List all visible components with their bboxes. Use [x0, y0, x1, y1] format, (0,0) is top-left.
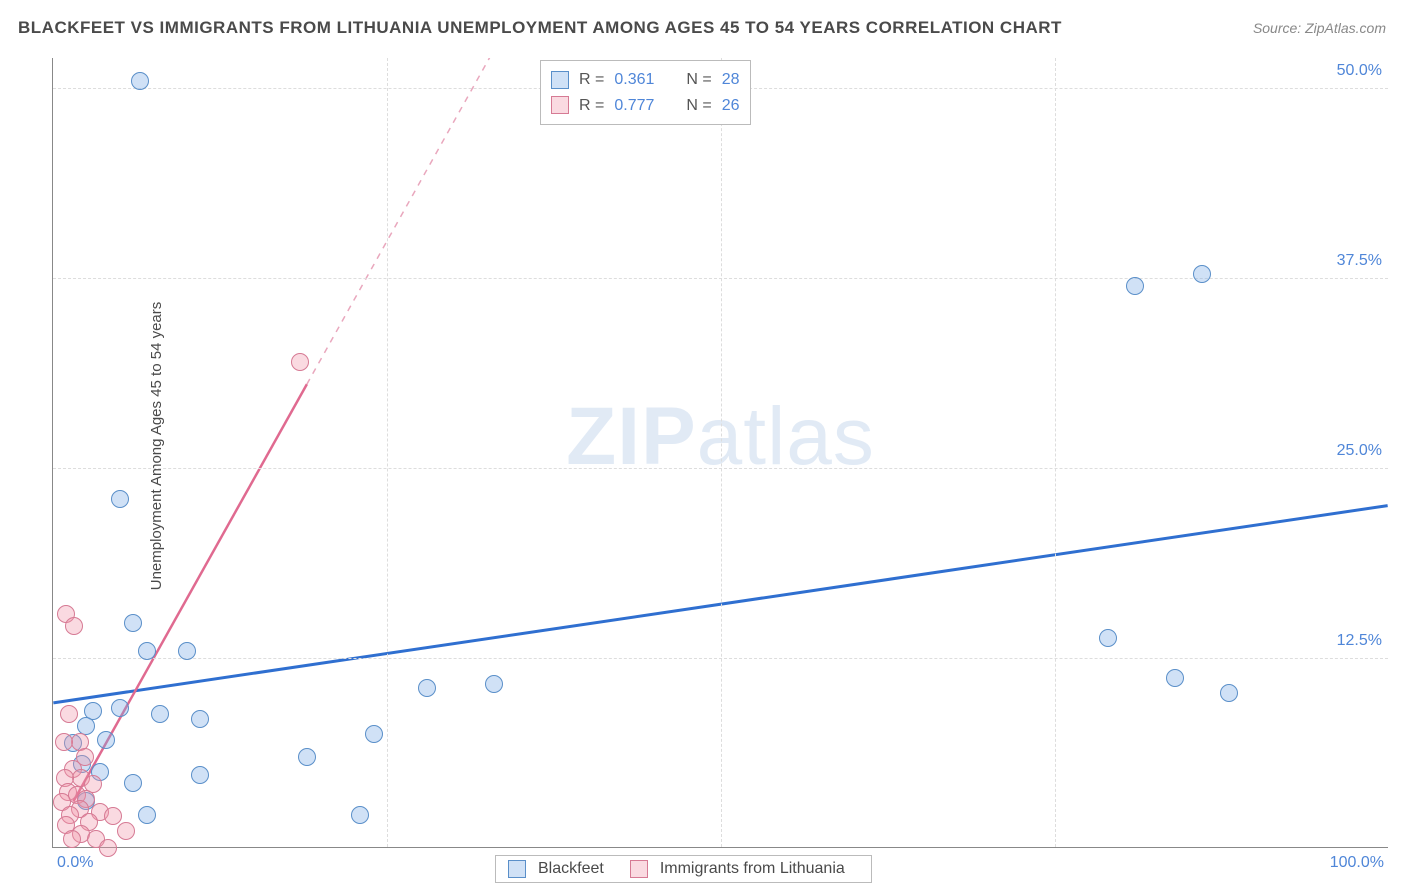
data-point — [55, 733, 73, 751]
data-point — [1166, 669, 1184, 687]
data-point — [99, 839, 117, 857]
data-point — [111, 699, 129, 717]
legend-n-label: N = — [686, 67, 711, 93]
data-point — [60, 705, 78, 723]
gridline-v — [387, 58, 388, 847]
data-point — [298, 748, 316, 766]
series-legend: Blackfeet Immigrants from Lithuania — [495, 855, 872, 883]
correlation-legend-row: R = 0.361 N = 28 — [551, 67, 740, 93]
correlation-legend: R = 0.361 N = 28 R = 0.777 N = 26 — [540, 60, 751, 125]
data-point — [1220, 684, 1238, 702]
data-point — [63, 830, 81, 848]
gridline-v — [721, 58, 722, 847]
data-point — [291, 353, 309, 371]
data-point — [191, 710, 209, 728]
series-label: Blackfeet — [538, 860, 604, 878]
legend-n-value: 26 — [722, 93, 740, 119]
correlation-legend-row: R = 0.777 N = 26 — [551, 93, 740, 119]
data-point — [151, 705, 169, 723]
x-tick-label: 0.0% — [57, 854, 93, 872]
data-point — [191, 766, 209, 784]
legend-swatch — [551, 96, 569, 114]
data-point — [351, 806, 369, 824]
legend-r-value: 0.777 — [614, 93, 654, 119]
data-point — [104, 807, 122, 825]
data-point — [1099, 629, 1117, 647]
legend-swatch — [551, 71, 569, 89]
data-point — [138, 642, 156, 660]
data-point — [1126, 277, 1144, 295]
y-tick-label: 25.0% — [1337, 442, 1382, 460]
data-point — [65, 617, 83, 635]
data-point — [124, 774, 142, 792]
data-point — [365, 725, 383, 743]
data-point — [111, 490, 129, 508]
gridline-v — [1055, 58, 1056, 847]
data-point — [117, 822, 135, 840]
legend-r-label: R = — [579, 67, 604, 93]
legend-r-label: R = — [579, 93, 604, 119]
y-tick-label: 37.5% — [1337, 252, 1382, 270]
series-swatch — [630, 860, 648, 878]
source-attribution: Source: ZipAtlas.com — [1253, 20, 1386, 36]
data-point — [131, 72, 149, 90]
series-swatch — [508, 860, 526, 878]
x-tick-label: 100.0% — [1330, 854, 1384, 872]
data-point — [485, 675, 503, 693]
series-label: Immigrants from Lithuania — [660, 860, 845, 878]
data-point — [418, 679, 436, 697]
y-tick-label: 50.0% — [1337, 62, 1382, 80]
data-point — [138, 806, 156, 824]
legend-n-label: N = — [686, 93, 711, 119]
data-point — [1193, 265, 1211, 283]
legend-r-value: 0.361 — [614, 67, 654, 93]
y-tick-label: 12.5% — [1337, 632, 1382, 650]
data-point — [97, 731, 115, 749]
plot-area: ZIPatlas 12.5%25.0%37.5%50.0%0.0%100.0% — [52, 58, 1388, 848]
data-point — [178, 642, 196, 660]
legend-n-value: 28 — [722, 67, 740, 93]
data-point — [124, 614, 142, 632]
chart-title: BLACKFEET VS IMMIGRANTS FROM LITHUANIA U… — [18, 18, 1062, 38]
